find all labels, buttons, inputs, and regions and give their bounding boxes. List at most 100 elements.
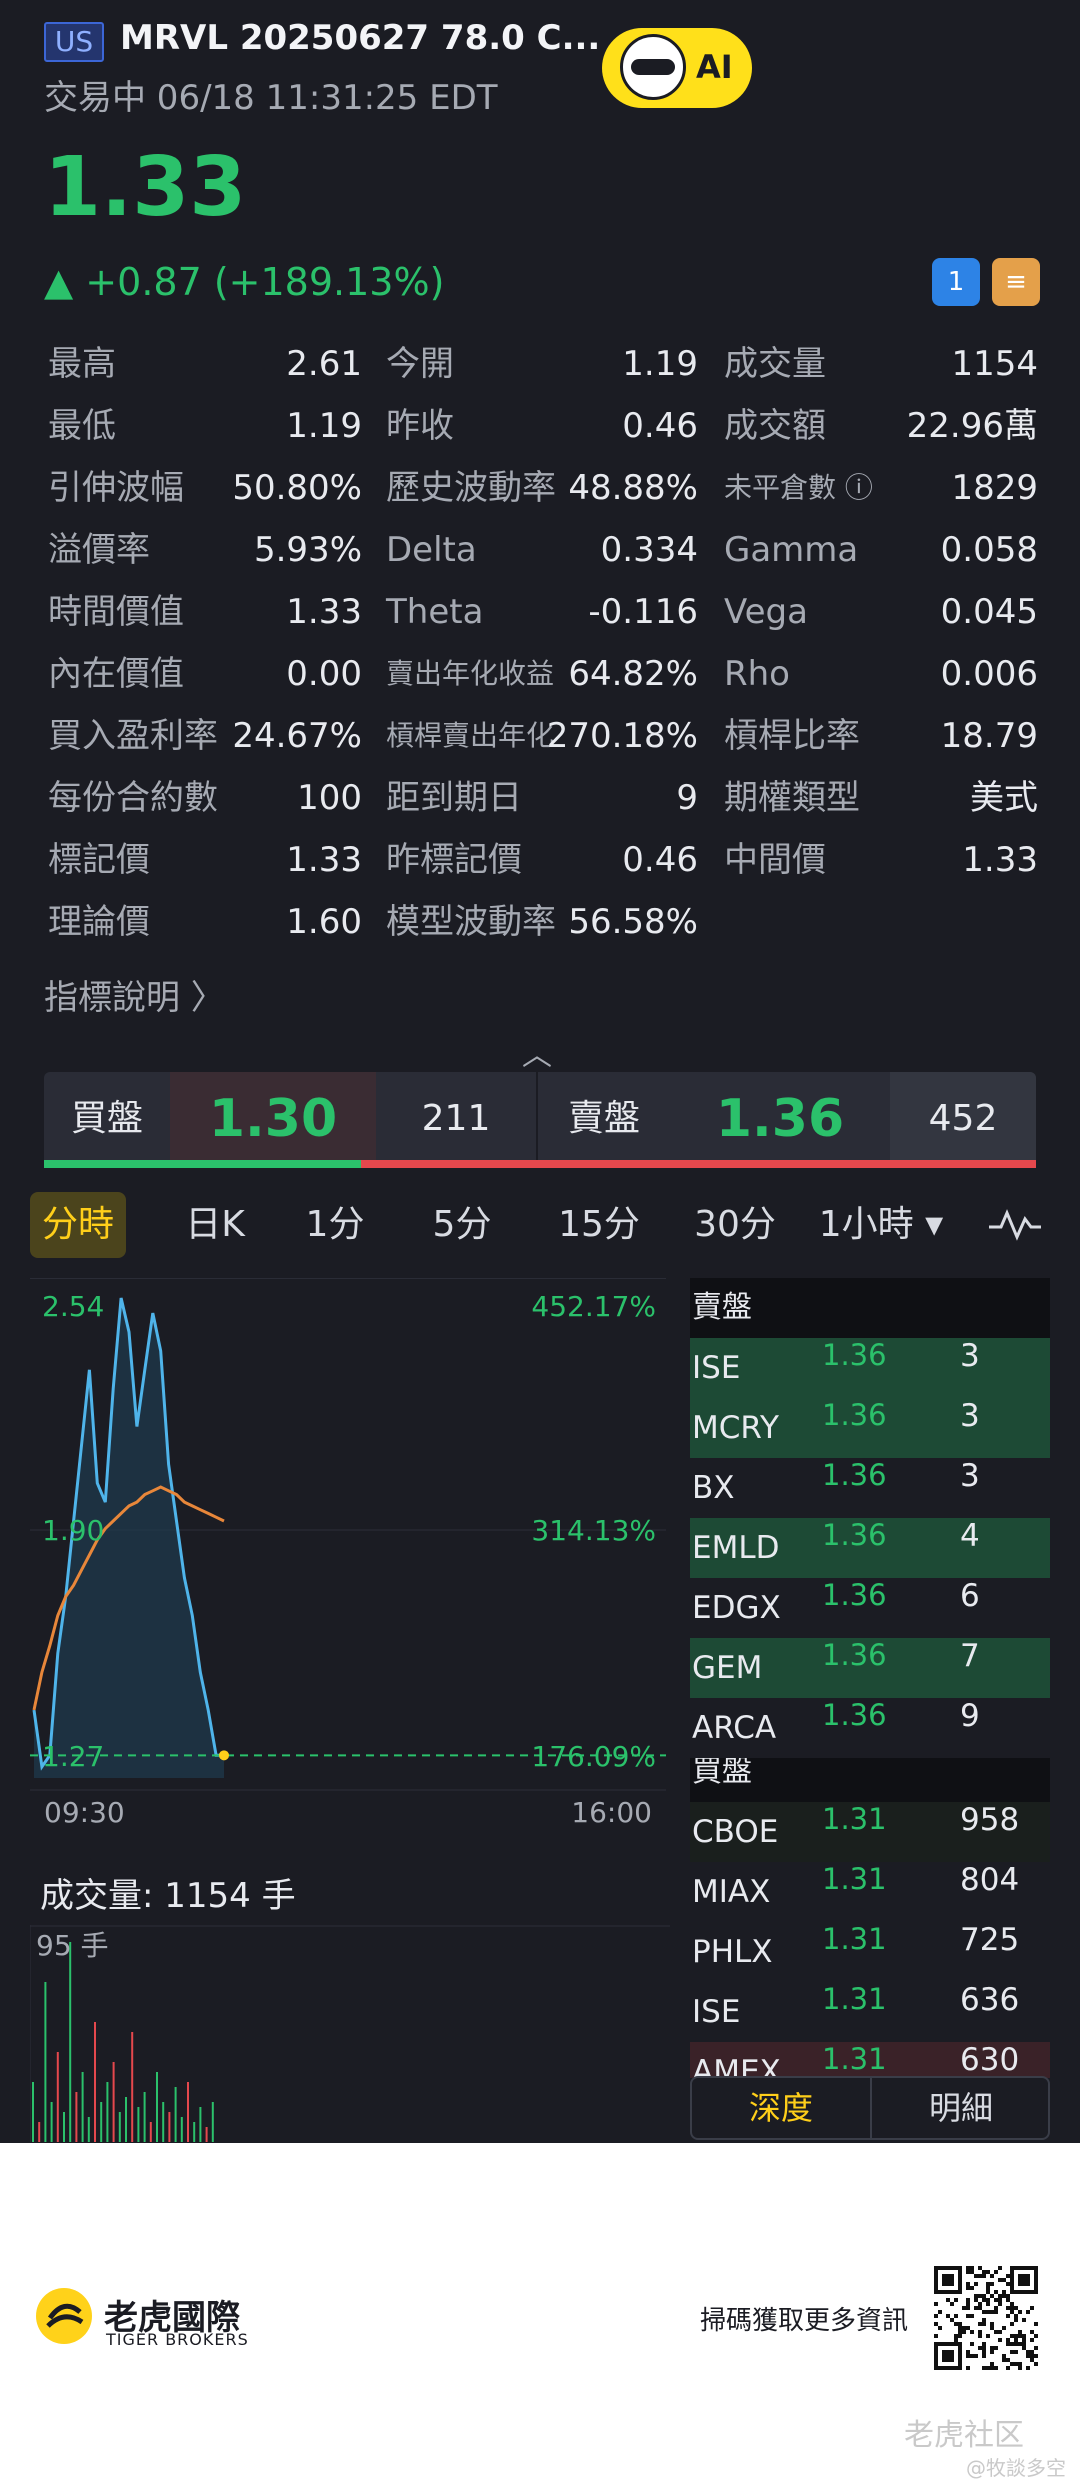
volume-bar bbox=[193, 2122, 196, 2142]
exchange-name: GEM bbox=[692, 1650, 763, 1686]
price-area-fill bbox=[34, 1298, 224, 1778]
order-price: 1.31 bbox=[822, 1862, 887, 1896]
order-size: 958 bbox=[960, 1802, 1020, 1838]
volume-title: 成交量: 1154 手 bbox=[40, 1876, 296, 1916]
stat-value: 5.93% bbox=[253, 530, 362, 570]
tab-detail[interactable]: 明細 bbox=[928, 2089, 993, 2127]
stat-value: 1.19 bbox=[286, 406, 362, 446]
stat-label: 歷史波動率 bbox=[386, 468, 556, 508]
lightning-level1-icon[interactable]: 1 bbox=[932, 258, 980, 306]
volume-bar bbox=[100, 2102, 103, 2142]
stat-value: 24.67% bbox=[232, 716, 362, 756]
order-price: 1.36 bbox=[822, 1578, 887, 1612]
tab-15min[interactable]: 15分 bbox=[558, 1204, 640, 1245]
stat-label: 理論價 bbox=[48, 902, 150, 942]
stat-label: 模型波動率 bbox=[386, 902, 556, 942]
volume-bar bbox=[211, 2102, 214, 2142]
stat-value: 1.33 bbox=[286, 592, 362, 632]
contract-title[interactable]: MRVL 20250627 78.0 C... bbox=[120, 18, 601, 58]
pct-mid-label: 314.13% bbox=[531, 1514, 656, 1547]
order-book[interactable]: 賣盤 買盤 ISE 1.36 3 MCRY 1.36 3 BX 1.36 3 EMLD 1.36 4 E… bbox=[690, 1278, 1050, 2078]
y-high-label: 2.54 bbox=[42, 1290, 105, 1323]
y-mid-label: 1.90 bbox=[42, 1514, 105, 1547]
stat-label: 溢價率 bbox=[48, 530, 150, 570]
ai-assistant-button[interactable]: AI bbox=[602, 28, 752, 108]
stat-label: 每份合約數 bbox=[48, 778, 218, 818]
stat-label: 標記價 bbox=[48, 840, 150, 880]
ask-size: 452 bbox=[890, 1072, 1036, 1166]
volume-svg bbox=[29, 1925, 670, 2142]
order-size: 3 bbox=[960, 1338, 980, 1374]
stat-value: 1.19 bbox=[622, 344, 698, 384]
stat-value: 56.58% bbox=[568, 902, 698, 942]
chart-period-tabs: 分時 日K 1分 5分 15分 30分 1小時 ▾ bbox=[30, 1192, 1060, 1258]
stat-value: 0.334 bbox=[600, 530, 698, 570]
order-price: 1.36 bbox=[822, 1338, 887, 1372]
stat-value: 1.60 bbox=[286, 902, 362, 942]
stat-label: 內在價值 bbox=[48, 654, 184, 694]
tab-5min[interactable]: 5分 bbox=[432, 1204, 492, 1245]
stat-label[interactable]: 未平倉數 ⓘ bbox=[724, 471, 873, 504]
order-size: 7 bbox=[960, 1638, 980, 1674]
stat-label: Gamma bbox=[724, 530, 859, 570]
orderbook-row: ISE 1.31 636 bbox=[690, 1982, 1050, 2042]
volume-bar bbox=[143, 2092, 146, 2142]
volume-bar bbox=[50, 2102, 53, 2142]
tab-1hour[interactable]: 1小時 ▾ bbox=[818, 1204, 944, 1245]
stat-label: 時間價值 bbox=[48, 592, 184, 632]
exchange-name: ISE bbox=[692, 1350, 741, 1386]
order-price: 1.31 bbox=[822, 1922, 887, 1956]
stat-label: 買入盈利率 bbox=[48, 716, 218, 756]
volume-bar bbox=[44, 1982, 47, 2142]
stat-label: 今開 bbox=[386, 344, 454, 384]
indicator-wave-icon[interactable] bbox=[980, 1192, 1050, 1258]
stat-value: 0.46 bbox=[622, 406, 698, 446]
bid-ask-divider bbox=[536, 1072, 538, 1166]
bid-ratio-bar bbox=[44, 1160, 361, 1168]
last-price: 1.33 bbox=[44, 140, 247, 235]
tab-intraday[interactable]: 分時 bbox=[30, 1192, 126, 1258]
orderbook-row: BX 1.36 3 bbox=[690, 1458, 1050, 1518]
volume-chart: 95 手 bbox=[29, 1924, 670, 2142]
tab-daily[interactable]: 日K bbox=[185, 1204, 245, 1245]
order-size: 804 bbox=[960, 1862, 1020, 1898]
y-low-label: 1.27 bbox=[42, 1740, 105, 1773]
order-price: 1.31 bbox=[822, 1982, 887, 2016]
order-size: 6 bbox=[960, 1578, 980, 1614]
tab-depth[interactable]: 深度 bbox=[748, 2089, 813, 2127]
order-price: 1.36 bbox=[822, 1518, 887, 1552]
stat-value: 48.88% bbox=[568, 468, 698, 508]
stat-value: 0.46 bbox=[622, 840, 698, 880]
stat-label: 昨標記價 bbox=[386, 840, 522, 880]
order-price: 1.36 bbox=[822, 1638, 887, 1672]
intraday-chart[interactable]: 2.54 1.90 1.27 452.17% 314.13% 176.09% 0… bbox=[30, 1277, 666, 1829]
robot-face-icon bbox=[620, 34, 686, 100]
tab-30min[interactable]: 30分 bbox=[694, 1204, 776, 1245]
volume-bar bbox=[87, 2117, 90, 2142]
stats-row: 內在價值 0.00 賣出年化收益 64.82% Rho 0.006 bbox=[48, 652, 1038, 714]
volume-bar bbox=[63, 2112, 65, 2142]
stat-label: Delta bbox=[386, 530, 477, 570]
qr-code[interactable] bbox=[930, 2262, 1042, 2374]
trading-status-time: 交易中 06/18 11:31:25 EDT bbox=[44, 78, 498, 118]
stat-value: 0.006 bbox=[940, 654, 1038, 694]
orderbook-row: PHLX 1.31 725 bbox=[690, 1922, 1050, 1982]
tiger-logo-icon bbox=[36, 2288, 92, 2344]
collapse-chevron-icon[interactable]: ︿ bbox=[522, 1038, 552, 1073]
indicator-explanation-link[interactable]: 指標說明 〉 bbox=[44, 978, 225, 1018]
order-size: 3 bbox=[960, 1458, 980, 1494]
orderbook-row: CBOE 1.31 958 bbox=[690, 1802, 1050, 1862]
stat-value: 270.18% bbox=[546, 716, 698, 756]
volume-bar bbox=[81, 2072, 84, 2142]
exchange-name: CBOE bbox=[692, 1814, 779, 1850]
tab-1min[interactable]: 1分 bbox=[305, 1204, 365, 1245]
orderbook-tabs: 深度 明細 bbox=[690, 2076, 1050, 2140]
stat-label: Vega bbox=[724, 592, 808, 632]
stat-value: 100 bbox=[297, 778, 362, 818]
volume-bar bbox=[112, 2062, 115, 2142]
exchange-name: MIAX bbox=[692, 1874, 771, 1910]
watermark-sub: @牧談多空 bbox=[966, 2456, 1066, 2480]
stat-value: 1829 bbox=[951, 468, 1038, 508]
layers-icon[interactable]: ≡ bbox=[992, 258, 1040, 306]
brand-name-en: TIGER BROKERS bbox=[106, 2330, 249, 2349]
